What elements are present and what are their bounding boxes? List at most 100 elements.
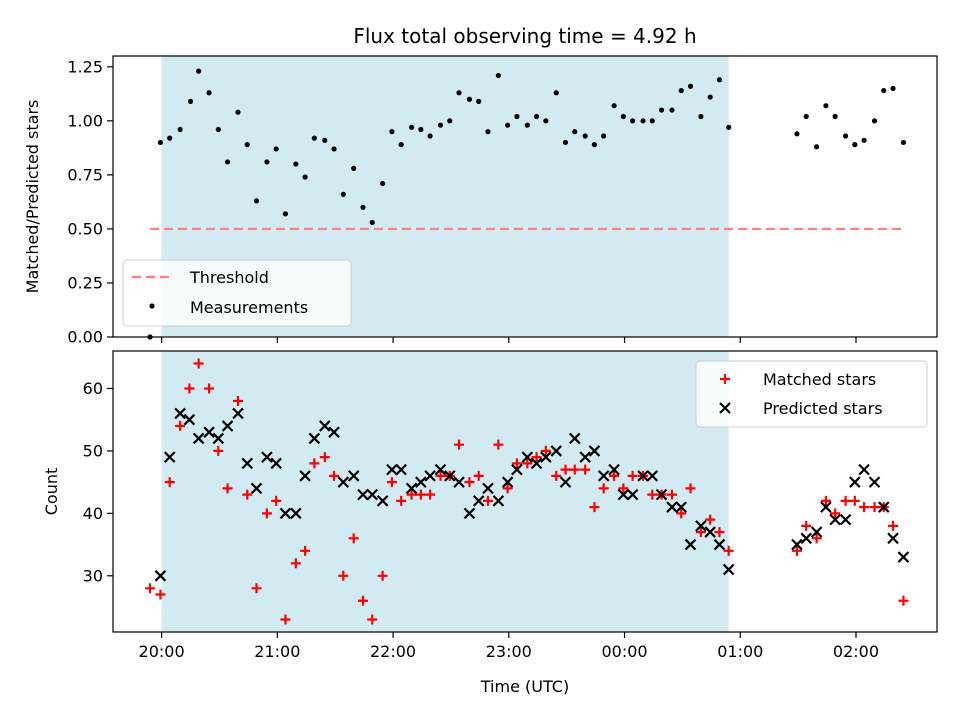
measurement-point: [543, 118, 549, 124]
matched-star-point: [714, 527, 725, 538]
measurement-point: [669, 107, 675, 113]
matched-star-point: [791, 545, 802, 556]
measurement-point: [582, 133, 588, 139]
predicted-star-point: [232, 407, 244, 420]
matched-star-point: [811, 533, 822, 544]
measurement-point: [678, 87, 684, 94]
matched-star-point: [898, 595, 909, 606]
matched-star-point: [569, 464, 580, 475]
measurement-point: [861, 137, 867, 143]
matched-star-point: [193, 358, 204, 369]
measurement-point: [167, 135, 173, 141]
predicted-star-point: [163, 451, 176, 463]
legend-threshold-label: Threshold: [189, 268, 269, 287]
measurement-point: [707, 94, 713, 100]
top-axes-frame: [112, 55, 938, 338]
measurement-point: [611, 103, 617, 109]
measurement-point: [832, 113, 838, 120]
predicted-star-point: [559, 476, 572, 488]
matched-star-point: [184, 383, 195, 394]
xtick-label: 20:00: [139, 642, 185, 661]
predicted-star-point: [221, 420, 234, 432]
measurement-point: [505, 122, 511, 128]
predicted-star-point: [203, 426, 215, 438]
matched-star-point: [723, 545, 734, 556]
predicted-star-point: [713, 538, 726, 551]
measurement-point: [716, 77, 723, 83]
matched-star-point: [482, 495, 493, 506]
predicted-star-point: [405, 482, 418, 495]
top-panel: 0.00 0.25 0.50 0.75 1.00 1.25 Matched/Predicte…: [23, 55, 938, 347]
measurement-point: [900, 139, 907, 146]
bottom-series-1: [154, 407, 910, 582]
predicted-star-point: [877, 501, 890, 513]
matched-star-point: [609, 470, 620, 481]
measurement-point: [196, 68, 202, 74]
measurement-point: [485, 129, 491, 135]
matched-star-point: [647, 489, 658, 500]
measurement-point: [360, 204, 366, 210]
matched-star-point: [666, 489, 677, 500]
xtick-label: 23:00: [486, 642, 532, 661]
predicted-star-point: [791, 538, 803, 551]
measurement-point: [340, 191, 346, 197]
matched-star-point: [849, 495, 860, 506]
measurement-point: [553, 90, 559, 96]
measurement-point: [881, 87, 887, 94]
matched-star-point: [473, 470, 484, 481]
predicted-star-point: [849, 476, 861, 488]
predicted-star-point: [579, 451, 591, 463]
matched-star-point: [232, 395, 243, 406]
matched-star-point: [377, 570, 388, 581]
measurement-point: [369, 219, 375, 226]
matched-star-point: [705, 514, 716, 525]
predicted-star-point: [646, 470, 659, 482]
measurement-point: [572, 129, 578, 135]
measurement-point: [658, 107, 665, 113]
matched-star-point: [222, 483, 233, 494]
predicted-star-point: [395, 463, 407, 476]
matched-star-point: [560, 464, 571, 475]
matched-star-point: [290, 558, 301, 569]
matched-star-point: [261, 508, 272, 519]
predicted-star-point: [472, 495, 485, 507]
measurement-point: [427, 133, 433, 139]
predicted-star-point: [722, 563, 735, 576]
top-legend: Threshold Measurements: [122, 259, 352, 327]
legend-matched-label: Matched stars: [763, 370, 876, 389]
matched-star-point: [204, 383, 215, 394]
xtick-label: 01:00: [717, 642, 763, 661]
chart-title: Flux total observing time = 4.92 h: [353, 24, 696, 48]
measurement-point: [408, 124, 415, 130]
matched-star-point: [396, 495, 407, 506]
predicted-star-point: [366, 488, 379, 501]
measurement-point: [842, 133, 849, 139]
top-ylabel: Matched/Predicted stars: [23, 100, 42, 294]
matched-star-point: [435, 470, 446, 481]
measurement-point: [293, 161, 299, 167]
measurement-point: [533, 113, 540, 120]
matched-star-point: [338, 570, 349, 581]
matched-star-point: [801, 520, 812, 531]
matched-star-point: [888, 520, 899, 531]
legend-matched-swatch: [720, 374, 730, 384]
measurement-point: [726, 124, 732, 130]
measurement-point: [398, 142, 404, 148]
matched-star-point: [271, 495, 282, 506]
matched-star-point: [589, 502, 600, 513]
predicted-star-point: [626, 488, 639, 501]
matched-star-point: [406, 489, 417, 500]
predicted-star-point: [800, 532, 813, 545]
measurement-point: [244, 142, 250, 148]
measurement-point: [447, 118, 453, 124]
xtick-label: 00:00: [601, 642, 647, 661]
predicted-star-point: [695, 520, 707, 532]
matched-star-point: [580, 464, 591, 475]
bottom-ytick-label: 60: [83, 379, 103, 398]
matched-star-point: [242, 489, 253, 500]
matched-star-point: [551, 470, 562, 481]
measurement-point: [687, 83, 694, 89]
predicted-star-point: [820, 501, 832, 513]
predicted-star-point: [868, 476, 881, 488]
bottom-legend-box: [695, 360, 928, 428]
